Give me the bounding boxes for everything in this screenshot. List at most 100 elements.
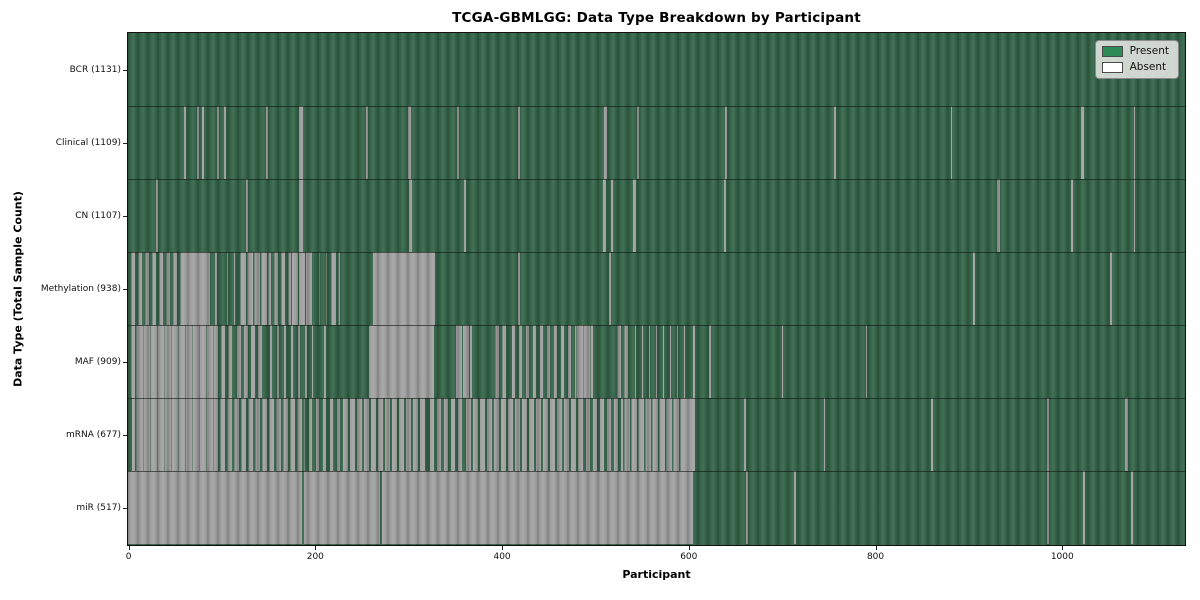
absent-segment	[723, 179, 727, 252]
absent-segment	[1133, 106, 1136, 179]
absent-segment	[456, 106, 459, 179]
absent-segment	[184, 106, 186, 179]
absent-segment	[366, 106, 368, 179]
absent-segment	[793, 471, 796, 544]
absent-segment	[372, 252, 436, 325]
x-axis-label: Participant	[622, 568, 691, 581]
mixed-segment	[128, 325, 137, 398]
absent-segment	[865, 325, 868, 398]
absent-segment	[409, 179, 412, 252]
absent-segment	[692, 325, 695, 398]
y-tick-label-mir: miR (517)	[76, 503, 121, 514]
absent-segment	[1081, 106, 1085, 179]
absent-segment	[216, 106, 219, 179]
absent-segment	[1046, 471, 1049, 544]
mixed-segment	[613, 325, 630, 398]
mixed-segment	[270, 252, 292, 325]
absent-segment	[744, 398, 747, 471]
absent-segment	[156, 179, 158, 252]
mixed-segment	[210, 252, 222, 325]
absent-segment	[518, 252, 521, 325]
mixed-segment	[305, 398, 341, 471]
mixed-segment	[582, 398, 623, 471]
mixed-segment	[629, 325, 689, 398]
absent-segment	[128, 471, 693, 544]
row-separator	[128, 179, 1185, 180]
row-separator	[128, 398, 1185, 399]
present-swatch-icon	[1101, 46, 1123, 57]
heatmap-row-methylation	[128, 252, 1185, 325]
mixed-segment	[622, 398, 685, 471]
absent-segment	[633, 179, 636, 252]
heatmap-row-bcr	[128, 33, 1185, 106]
x-tick-mark	[875, 546, 877, 550]
absent-segment	[684, 398, 695, 471]
absent-segment	[972, 252, 975, 325]
mixed-segment	[221, 252, 240, 325]
legend: Present Absent	[1094, 40, 1179, 79]
legend-label-present: Present	[1129, 45, 1169, 58]
absent-segment	[724, 106, 728, 179]
absent-segment	[224, 106, 227, 179]
row-separator	[128, 252, 1185, 253]
chart-title: TCGA-GBMLGG: Data Type Breakdown by Part…	[452, 10, 861, 26]
heatmap-row-mrna	[128, 398, 1185, 471]
absent-segment	[708, 325, 711, 398]
mixed-segment	[128, 398, 137, 471]
mixed-segment	[265, 325, 313, 398]
y-tick-mark	[123, 362, 127, 364]
y-tick-label-methylation: Methylation (938)	[40, 284, 121, 295]
absent-segment	[608, 252, 611, 325]
row-separator	[128, 471, 1185, 472]
y-tick-mark	[123, 508, 127, 510]
y-tick-mark	[123, 70, 127, 72]
absent-segment	[464, 179, 466, 252]
absent-segment	[610, 179, 613, 252]
absent-segment	[266, 106, 269, 179]
x-tick-mark	[502, 546, 504, 550]
absent-segment	[1110, 252, 1113, 325]
y-tick-mark	[123, 143, 127, 145]
absent-segment	[298, 106, 303, 179]
mixed-segment	[239, 252, 271, 325]
absent-segment	[930, 398, 933, 471]
absent-segment	[1125, 398, 1128, 471]
mixed-segment	[464, 398, 583, 471]
x-tick-label-0: 0	[125, 552, 132, 562]
absent-segment	[324, 325, 326, 398]
heatmap-grid	[128, 33, 1185, 545]
absent-segment	[823, 398, 826, 471]
absent-segment	[197, 106, 199, 179]
x-tick-mark	[1062, 546, 1064, 550]
absent-segment	[950, 106, 953, 179]
present-segment	[380, 471, 382, 544]
absent-segment	[298, 179, 303, 252]
legend-label-absent: Absent	[1129, 61, 1167, 74]
row-separator	[128, 325, 1185, 326]
x-tick-label-1000: 1000	[1050, 552, 1074, 562]
y-tick-label-cn: CN (1107)	[75, 211, 121, 222]
mixed-segment	[426, 398, 465, 471]
mixed-segment	[508, 325, 577, 398]
y-tick-mark	[123, 216, 127, 218]
y-tick-label-mrna: mRNA (677)	[66, 430, 121, 441]
mixed-segment	[136, 398, 218, 471]
mixed-segment	[291, 252, 313, 325]
mixed-segment	[217, 325, 234, 398]
absent-segment	[997, 179, 1001, 252]
x-tick-label-600: 600	[680, 552, 698, 562]
absent-segment	[1071, 179, 1073, 252]
absent-segment	[781, 325, 784, 398]
absent-segment	[746, 471, 748, 544]
heatmap-row-maf	[128, 325, 1185, 398]
heatmap-row-clinical	[128, 106, 1185, 179]
absent-segment	[245, 179, 249, 252]
mixed-segment	[136, 325, 218, 398]
heatmap-row-cn	[128, 179, 1185, 252]
absent-segment	[408, 106, 411, 179]
y-tick-mark	[123, 289, 127, 291]
absent-segment	[1130, 471, 1133, 544]
mixed-segment	[576, 325, 593, 398]
absent-segment	[1133, 179, 1136, 252]
